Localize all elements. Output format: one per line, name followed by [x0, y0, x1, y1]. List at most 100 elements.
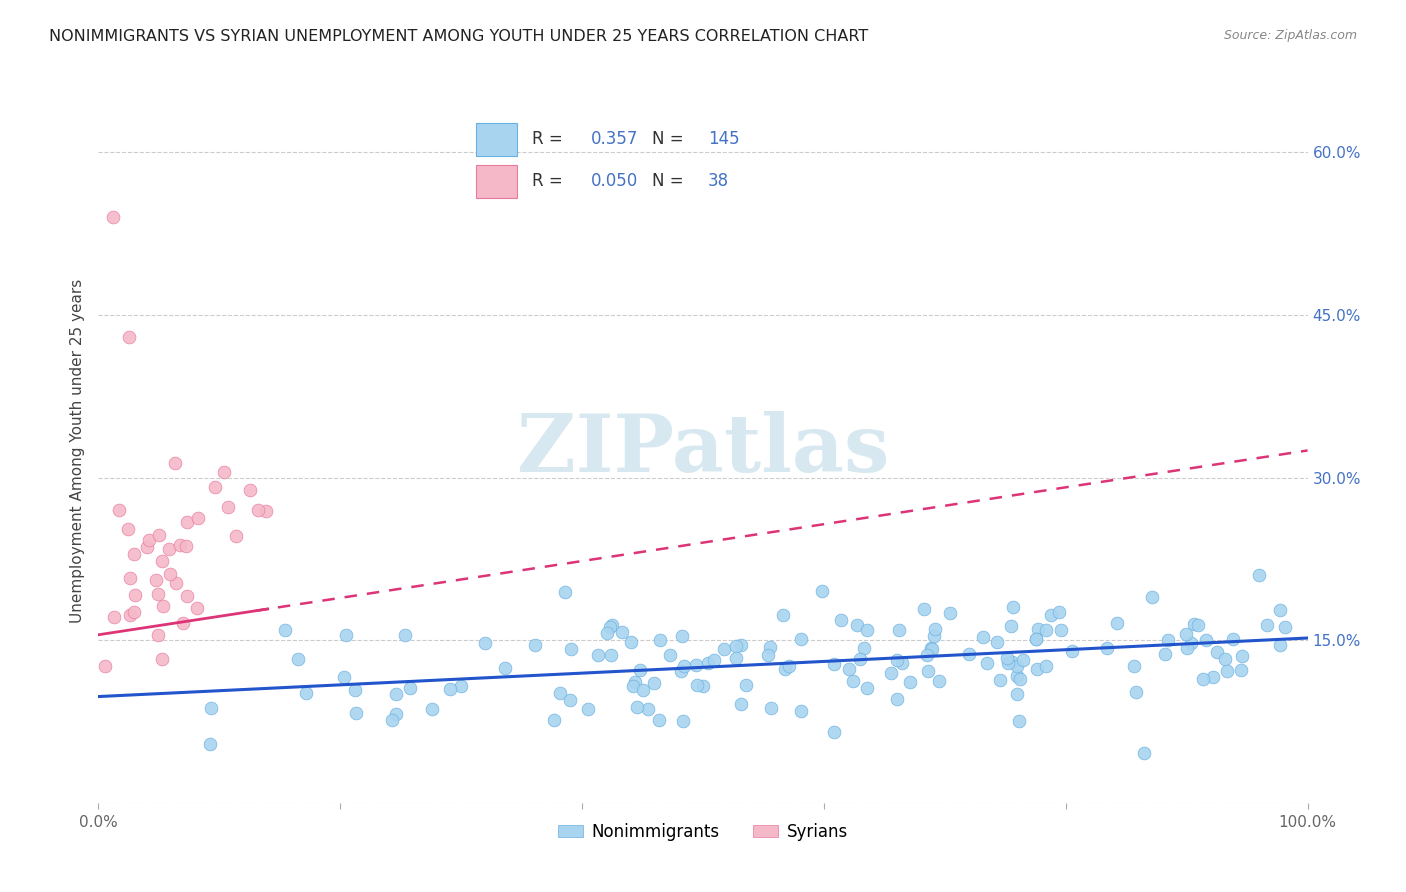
Point: [1123, 659, 1146, 673]
Point: [759, 640, 782, 655]
Point: [122, 547, 145, 561]
Point: [172, 615, 194, 630]
Point: [1035, 659, 1057, 673]
Point: [939, 606, 962, 620]
Point: [1201, 670, 1223, 684]
Point: [823, 657, 845, 671]
Point: [200, 701, 222, 715]
Point: [1206, 645, 1229, 659]
Point: [972, 630, 994, 644]
Point: [922, 629, 945, 643]
Point: [148, 528, 170, 542]
Point: [772, 607, 794, 622]
Point: [247, 503, 270, 517]
Point: [724, 640, 747, 654]
Point: [169, 538, 191, 552]
Point: [1040, 608, 1063, 623]
Point: [1247, 568, 1270, 582]
Point: [1005, 668, 1028, 682]
Point: [186, 601, 208, 615]
Point: [494, 661, 516, 675]
Point: [159, 567, 181, 582]
Text: Source: ZipAtlas.com: Source: ZipAtlas.com: [1223, 29, 1357, 42]
Point: [924, 622, 946, 636]
Point: [761, 701, 783, 715]
Point: [344, 682, 367, 697]
Point: [886, 653, 908, 667]
Point: [1187, 618, 1209, 632]
Point: [671, 630, 693, 644]
Point: [724, 650, 747, 665]
Point: [1142, 590, 1164, 604]
Point: [274, 623, 297, 637]
Point: [138, 533, 160, 548]
Point: [855, 624, 877, 638]
Point: [1035, 623, 1057, 637]
Point: [623, 675, 645, 690]
Point: [381, 714, 404, 728]
Point: [995, 651, 1018, 665]
Point: [928, 674, 950, 689]
Point: [1268, 602, 1291, 616]
Point: [1156, 632, 1178, 647]
Point: [610, 625, 633, 640]
Point: [117, 522, 139, 536]
Point: [988, 673, 1011, 687]
Point: [543, 714, 565, 728]
Point: [295, 686, 318, 700]
Point: [600, 617, 623, 632]
Point: [187, 511, 209, 525]
Point: [852, 640, 875, 655]
Point: [917, 648, 939, 662]
Point: [789, 704, 811, 718]
Point: [600, 648, 623, 662]
Point: [957, 647, 980, 661]
Point: [103, 609, 125, 624]
Point: [637, 702, 659, 716]
Point: [1008, 714, 1031, 728]
Point: [823, 725, 845, 739]
Point: [239, 483, 262, 497]
Point: [838, 662, 860, 676]
Point: [790, 632, 813, 647]
Point: [124, 589, 146, 603]
Point: [174, 539, 197, 553]
Point: [335, 628, 357, 642]
Point: [810, 584, 832, 599]
Point: [648, 632, 671, 647]
Point: [1192, 673, 1215, 687]
Point: [1028, 622, 1050, 636]
Point: [176, 516, 198, 530]
Point: [692, 680, 714, 694]
Point: [599, 620, 621, 634]
Point: [696, 656, 718, 670]
Point: [685, 657, 707, 672]
Point: [146, 586, 169, 600]
Point: [152, 599, 174, 614]
Point: [176, 589, 198, 603]
Point: [385, 687, 408, 701]
Point: [394, 628, 416, 642]
Point: [385, 707, 408, 722]
Point: [1232, 649, 1254, 664]
Point: [101, 211, 124, 225]
Point: [1107, 615, 1129, 630]
Text: ZIPatlas: ZIPatlas: [517, 411, 889, 490]
Point: [1005, 659, 1028, 673]
Point: [450, 679, 472, 693]
Point: [157, 541, 180, 556]
Point: [146, 628, 169, 642]
Point: [1010, 672, 1032, 686]
Point: [399, 681, 422, 695]
Point: [150, 553, 173, 567]
Point: [586, 648, 609, 662]
Legend: Nonimmigrants, Syrians: Nonimmigrants, Syrians: [551, 816, 855, 847]
Point: [344, 706, 367, 721]
Point: [997, 657, 1019, 671]
Point: [887, 623, 910, 637]
Point: [1000, 618, 1022, 632]
Y-axis label: Unemployment Among Youth under 25 years: Unemployment Among Youth under 25 years: [70, 278, 86, 623]
Point: [1025, 632, 1047, 647]
Point: [621, 679, 644, 693]
Point: [672, 658, 695, 673]
